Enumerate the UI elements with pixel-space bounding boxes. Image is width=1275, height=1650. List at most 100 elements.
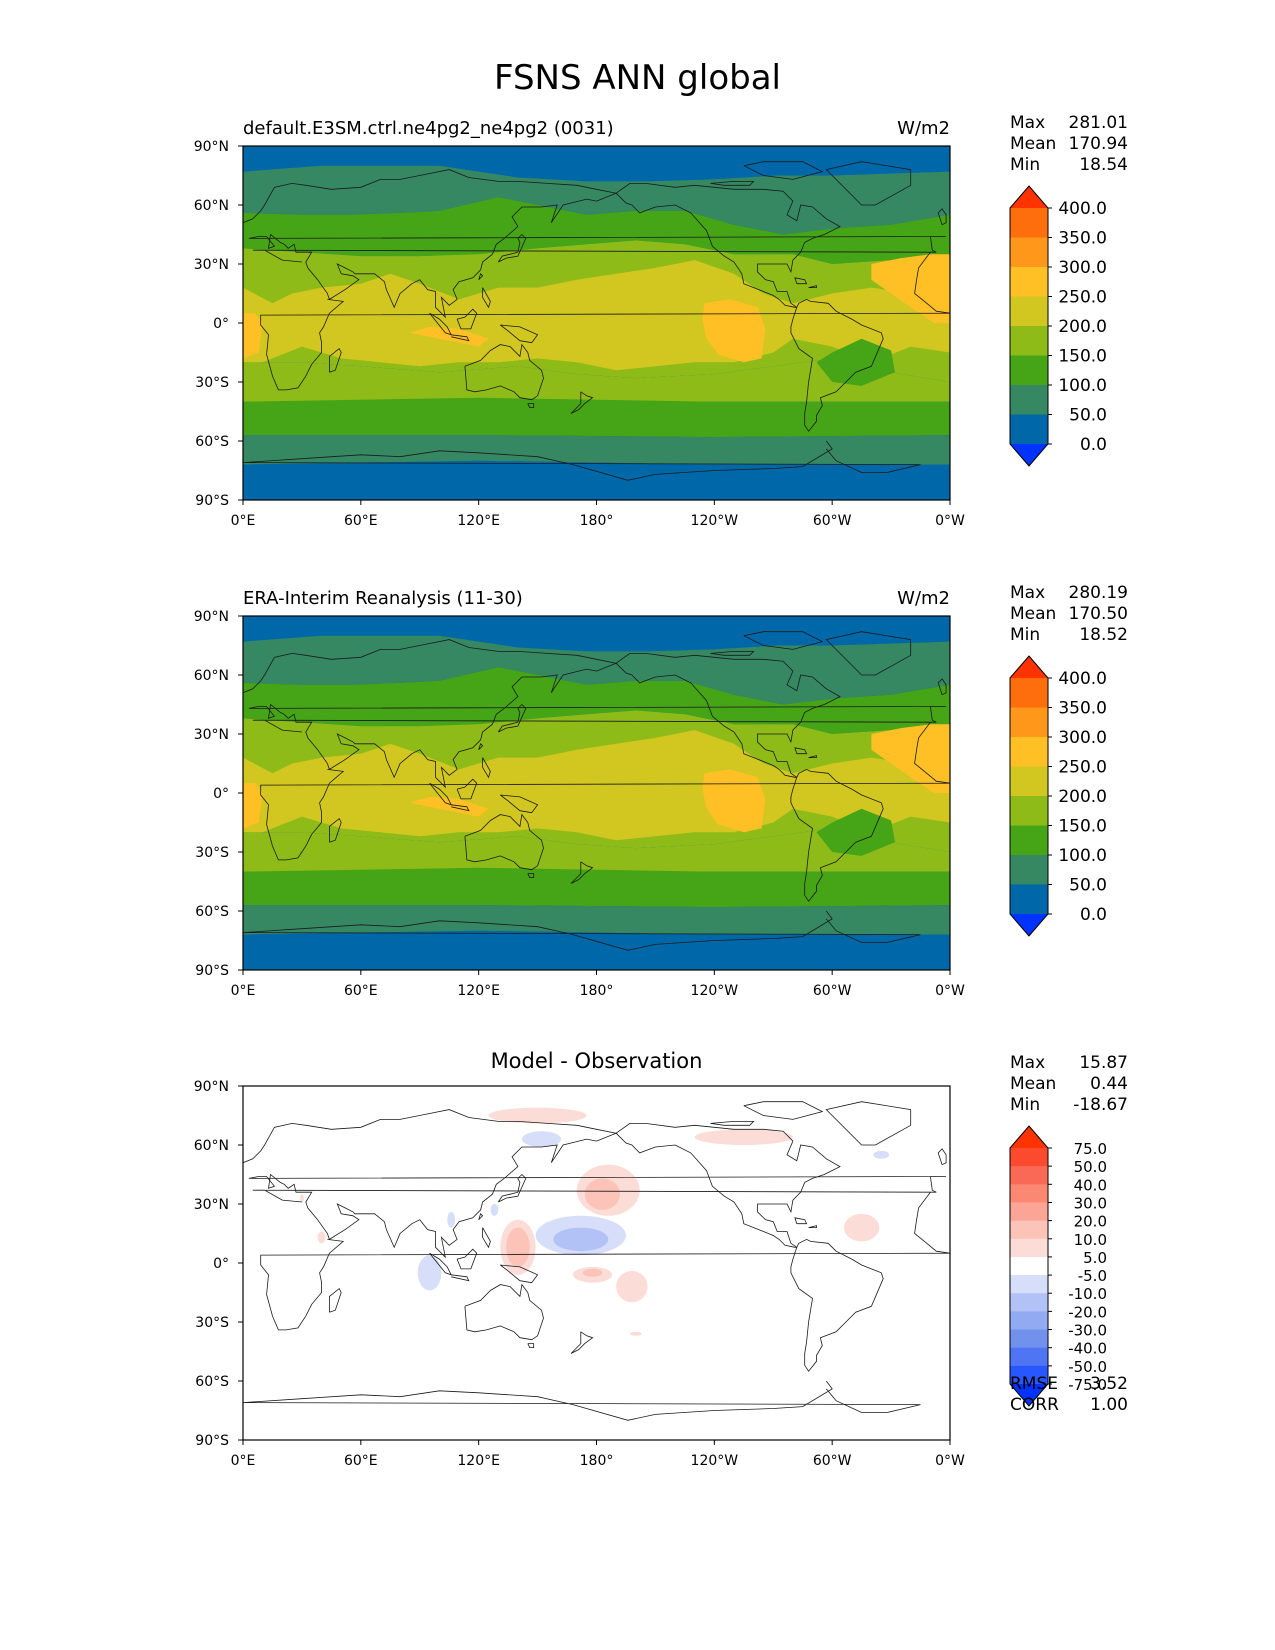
coastline <box>808 1225 817 1228</box>
panel-units: W/m2 <box>897 118 950 139</box>
colorbar-label: 100.0 <box>1058 846 1107 866</box>
colorbar-swatch <box>1010 355 1048 386</box>
colorbar-swatch <box>1010 1293 1048 1312</box>
colorbar-swatch <box>1010 796 1048 826</box>
contour-region <box>243 460 950 500</box>
coastline <box>456 308 478 330</box>
lon-tick-label: 120°W <box>691 1453 739 1469</box>
coastline <box>451 804 470 812</box>
coastline <box>615 1123 884 1372</box>
lat-tick-label: 60°S <box>195 1374 229 1390</box>
colorbar-swatch <box>1010 296 1048 327</box>
coastline <box>456 778 478 800</box>
lat-tick-label: 0° <box>213 1256 229 1272</box>
lat-tick-label: 60°N <box>194 1138 229 1154</box>
coastline <box>794 1217 808 1225</box>
colorbar-swatch <box>1010 825 1048 856</box>
colorbar-swatch <box>1010 1256 1048 1276</box>
panel-center-title: Model - Observation <box>491 1049 703 1073</box>
lon-tick-label: 0°E <box>231 983 256 999</box>
coastline <box>478 1213 484 1220</box>
contour-region <box>243 165 950 235</box>
coastline <box>429 312 452 336</box>
colorbar-label: -50.0 <box>1068 1358 1107 1376</box>
coastline <box>937 1148 947 1166</box>
stat-label: Mean <box>1010 134 1056 154</box>
lon-tick-label: 60°E <box>344 1453 378 1469</box>
lon-tick-label: 120°E <box>457 1453 500 1469</box>
colorbar-label: 40.0 <box>1074 1176 1107 1194</box>
diff-contour-region <box>317 1231 326 1244</box>
colorbar-label: 350.0 <box>1058 699 1107 719</box>
lon-tick-label: 120°E <box>457 513 500 529</box>
contour-region <box>243 635 950 705</box>
coastline <box>497 233 527 263</box>
coastline <box>615 653 884 902</box>
colorbar-swatch <box>1010 237 1048 268</box>
coastline <box>260 721 950 861</box>
coastline <box>429 782 452 806</box>
colorbar-label: 300.0 <box>1058 258 1107 278</box>
coastline <box>464 1283 544 1341</box>
extra-stat-label: CORR <box>1010 1395 1059 1415</box>
colorbar-label: 150.0 <box>1058 817 1107 837</box>
colorbar-swatch <box>1010 1275 1048 1294</box>
coastline <box>482 1227 491 1249</box>
contour-region <box>816 338 895 386</box>
diff-contour-region <box>582 1268 603 1277</box>
colorbar-label: 0.0 <box>1080 435 1107 455</box>
extra-stat-value: 1.00 <box>1090 1395 1128 1415</box>
stat-value: 18.52 <box>1079 625 1128 645</box>
coastline <box>451 334 470 342</box>
lon-tick-label: 0°E <box>231 1453 256 1469</box>
colorbar-label: -40.0 <box>1068 1340 1107 1358</box>
stat-label: Min <box>1010 155 1040 175</box>
colorbar-swatch <box>1010 884 1048 915</box>
colorbar-label: 100.0 <box>1058 376 1107 396</box>
stat-value: 280.19 <box>1069 583 1128 603</box>
lon-tick-label: 180° <box>580 983 614 999</box>
colorbar-label: 30.0 <box>1074 1194 1107 1212</box>
colorbar-label: 75.0 <box>1074 1140 1107 1158</box>
lat-tick-label: 30°S <box>195 845 229 861</box>
colorbar-swatch <box>1010 385 1048 415</box>
coastline <box>743 161 824 180</box>
contour-region <box>702 299 766 363</box>
lat-tick-label: 30°S <box>195 1315 229 1331</box>
lat-tick-label: 30°N <box>194 257 229 273</box>
contour-region <box>243 905 950 935</box>
coastline <box>500 324 539 344</box>
coastline <box>260 251 950 391</box>
lat-tick-label: 60°N <box>194 668 229 684</box>
stat-value: 18.54 <box>1079 155 1128 175</box>
colorbar: 400.0 350.0 300.0 250.0 200.0 150.0 100.0 50.0 0… <box>1009 185 1107 467</box>
panel-diff: Model - Observation 90°N 60°N 30°N 0° 30°S 60°… <box>194 1049 1128 1469</box>
colorbar: 75.050.040.030.020.010.05.0-5.0-10.0-20.… <box>1009 1125 1107 1407</box>
coastline <box>615 183 884 432</box>
stat-label: Min <box>1010 625 1040 645</box>
lat-tick-label: 30°S <box>195 375 229 391</box>
contour-region <box>409 326 489 347</box>
colorbar-swatch <box>1010 208 1048 238</box>
coastline <box>527 873 535 878</box>
coastline <box>451 1274 470 1282</box>
lat-tick-label: 0° <box>213 786 229 802</box>
colorbar-swatch <box>1010 766 1048 797</box>
diff-contour-region <box>490 1204 499 1216</box>
coastline <box>464 813 544 871</box>
diff-contour-region <box>694 1129 793 1145</box>
coastline <box>808 285 817 288</box>
colorbar-swatch <box>1010 1329 1048 1349</box>
diff-contour-region <box>506 1227 530 1267</box>
lat-tick-label: 90°N <box>194 139 229 155</box>
colorbar-label: 50.0 <box>1069 876 1107 896</box>
colorbar-swatch <box>1010 414 1048 445</box>
extra-stat-label: RMSE <box>1010 1374 1058 1394</box>
coastline <box>456 1248 478 1270</box>
coastline <box>329 1287 342 1313</box>
coastline <box>743 1101 824 1120</box>
colorbar: 400.0 350.0 300.0 250.0 200.0 150.0 100.0 50.0 0… <box>1009 655 1107 937</box>
stat-value: 0.44 <box>1090 1074 1128 1094</box>
colorbar-label: 20.0 <box>1074 1213 1107 1231</box>
colorbar-label: 200.0 <box>1058 317 1107 337</box>
